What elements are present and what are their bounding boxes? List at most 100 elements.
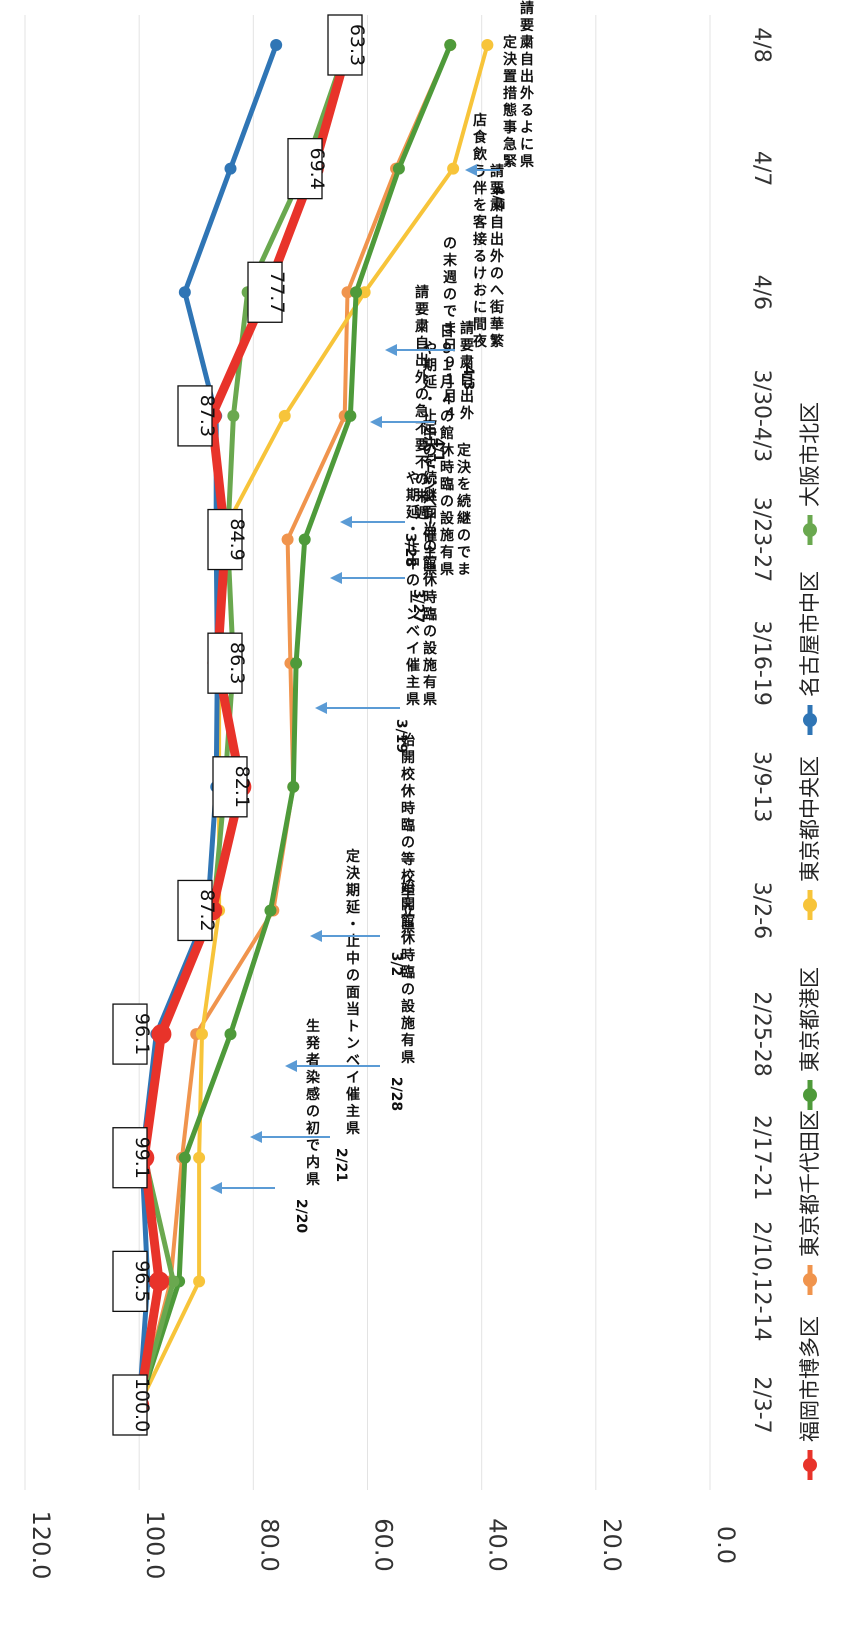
legend-swatch-marker [803,1458,817,1472]
data-label-text: 77.7 [266,271,288,313]
event-text: 緊急事態措置決定 [503,34,518,170]
event-text: 外出自粛要請 [459,320,474,422]
legend-swatch-marker [803,898,817,912]
category-label: 2/3-7 [749,1376,774,1433]
series-line [137,43,453,1407]
series-line [136,42,279,1408]
data-label-frame [207,508,243,571]
data-label-text: 87.3 [196,395,218,437]
data-point [281,533,294,546]
category-label: 4/8 [749,27,774,62]
category-label: 2/17-21 [749,1115,774,1200]
event-text: 県内で初の感染者発生 [305,1018,321,1188]
data-label-text: 84.9 [226,518,248,560]
data-point [193,1275,206,1288]
data-label-frame [327,14,363,76]
data-label-frame [112,1127,148,1189]
data-point [151,1024,172,1045]
data-label-box: 69.4 [287,137,328,200]
event-text: 繁華街への外出自粛要請 [489,163,505,350]
data-label-frame [112,1374,148,1436]
data-point [358,286,371,299]
event-annotation: 4/7 緊急事態措置決定県による外出自粛要請等 [465,0,534,210]
event-date: 2/21 [333,1148,349,1182]
legend-item: 東京都中央区 [798,756,822,920]
event-arrow-head [285,1060,297,1072]
data-label-frame [112,1250,148,1313]
event-arrow-head [465,164,477,176]
category-label: 2/25-28 [749,991,774,1076]
series-line [136,42,453,1408]
data-point [264,904,277,917]
category-label: 3/9-13 [749,751,774,822]
series-line [134,40,354,1410]
event-text: 県による外出自粛要請等 [519,0,534,170]
data-point [447,162,460,175]
category-label: 3/16-19 [749,621,774,706]
legend-label: 東京都千代田区 [798,1110,822,1257]
category-label: 3/30-4/3 [749,370,774,463]
legend-item: 福岡市博多区 [798,1316,822,1480]
series-lines [129,35,494,1415]
data-label-text: 63.3 [346,24,368,66]
event-annotation: 2/20 県内で初の感染者発生 [210,1018,321,1233]
category-label: 4/6 [749,275,774,310]
legend-label: 名古屋市中区 [798,571,822,697]
legend-swatch-marker [803,1088,817,1102]
event-date: 2/28 [388,1077,404,1111]
data-label-box: 96.5 [112,1250,153,1313]
event-arrow-head [370,416,382,428]
data-point [392,162,405,175]
y-tick-label: 40.0 [484,1518,512,1571]
y-tick-label: 100.0 [141,1511,169,1580]
legend-swatch-marker [803,713,817,727]
legend-swatch-marker [803,523,817,537]
data-point [350,286,363,299]
data-label-text: 100.0 [131,1378,153,1432]
data-label-frame [207,632,243,694]
event-text: 夜間における接客を伴う飲食店 [472,112,488,350]
data-point [178,1151,191,1164]
event-annotation: 3/2 県立学校等の臨時休校開始 [310,732,416,976]
legend-item: 東京都千代田区 [798,1110,822,1295]
data-label-frame [112,1003,148,1065]
legend-swatch-marker [803,1273,817,1287]
data-label-box: 99.1 [112,1127,153,1189]
data-point [178,286,191,299]
data-point [227,409,240,422]
y-tick-label: 60.0 [370,1518,398,1571]
data-label-text: 82.1 [231,766,253,808]
event-text: 週末の不要不急の外出自粛要請 [414,284,430,522]
event-arrow-head [315,702,327,714]
data-point [287,780,300,793]
legend-item: 東京都港区 [798,967,822,1110]
data-label-frame [247,261,283,323]
event-date: 4/3 [460,366,476,391]
category-label: 4/7 [749,151,774,186]
event-arrow-head [210,1182,222,1194]
data-point [149,1271,170,1292]
event-annotation: 2/28 県有施設の臨時休館開始 [285,879,416,1111]
series-line [137,43,490,1407]
data-label-boxes: 100.0 96.5 99.1 96.1 87.2 82.1 86.3 84.9 87.3 77.… [112,14,368,1436]
legend-item: 大阪市北区 [798,402,822,545]
x-axis-categories: 2/3-7 2/10,12-14 2/17-21 2/25-28 3/2-6 3/9-13… [749,27,774,1433]
event-arrow-head [330,572,342,584]
category-label: 3/23-27 [749,497,774,582]
event-arrow-head [250,1131,262,1143]
series-line [136,42,350,1408]
y-tick-label: 120.0 [27,1511,55,1580]
event-annotations: 2/20 県内で初の感染者発生 2/21 県主催イベント当面の中止・延期決定 2/28 県… [210,0,534,1233]
legend: 福岡市博多区 東京都千代田区 東京都港区 東京都中央区 名古屋市中区 大阪市北区 [798,402,822,1480]
data-label-box: 86.3 [207,632,248,694]
data-point [224,162,237,175]
data-point [298,533,311,546]
data-point [167,1275,180,1288]
category-label: 3/2-6 [749,882,774,939]
event-date: 4/1 [430,438,446,463]
legend-label: 福岡市博多区 [798,1316,822,1442]
event-arrow-head [310,930,322,942]
event-text: 県有施設の臨時休館の当面継続を決定 [422,419,438,708]
